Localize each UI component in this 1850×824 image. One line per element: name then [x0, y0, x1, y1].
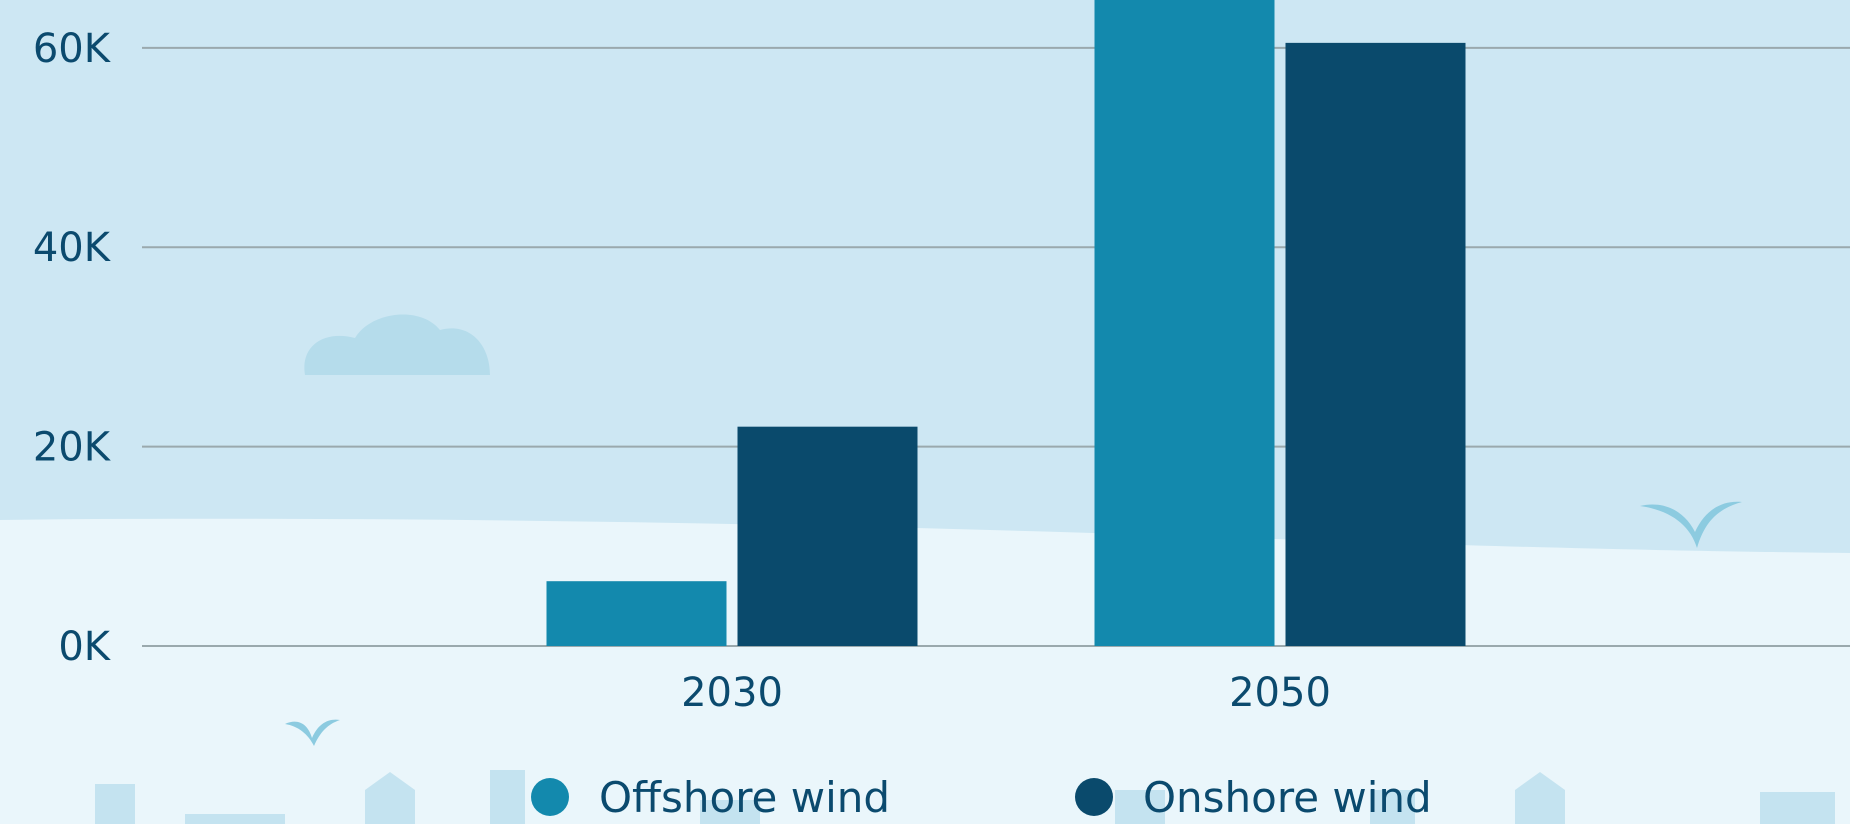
y-tick-label: 40K: [33, 225, 112, 271]
y-tick-label: 60K: [33, 26, 112, 72]
cloud-icon: [304, 314, 490, 375]
gridlines: [142, 46, 1850, 647]
legend: Offshore wind Onshore wind: [531, 773, 1432, 822]
legend-label: Offshore wind: [599, 773, 890, 822]
bar-onshore-wind-2030: [737, 426, 918, 646]
legend-marker: [1075, 778, 1113, 816]
y-tick-label: 0K: [58, 624, 111, 670]
x-category-label: 2050: [1229, 670, 1331, 716]
bird-icon: [285, 719, 340, 746]
x-category-label: 2030: [681, 670, 783, 716]
bar-offshore-wind-2030: [546, 581, 727, 646]
y-axis-ticks: 0K 20K 40K 60K: [33, 26, 112, 670]
bird-icon: [1640, 501, 1742, 548]
city-skyline: [95, 770, 1835, 824]
bar-onshore-wind-2050: [1285, 42, 1466, 646]
legend-marker: [531, 778, 569, 816]
bar-offshore-wind-2050: [1094, 0, 1275, 647]
x-axis-categories: 2030 2050: [681, 670, 1331, 716]
ground-hill: [0, 518, 1850, 824]
bars: [546, 0, 1466, 647]
y-tick-label: 20K: [33, 425, 112, 471]
legend-label: Onshore wind: [1143, 773, 1432, 822]
